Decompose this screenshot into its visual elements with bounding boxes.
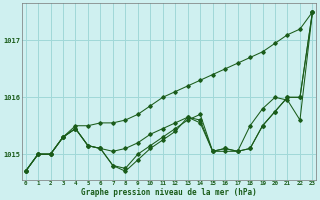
X-axis label: Graphe pression niveau de la mer (hPa): Graphe pression niveau de la mer (hPa) — [81, 188, 257, 197]
